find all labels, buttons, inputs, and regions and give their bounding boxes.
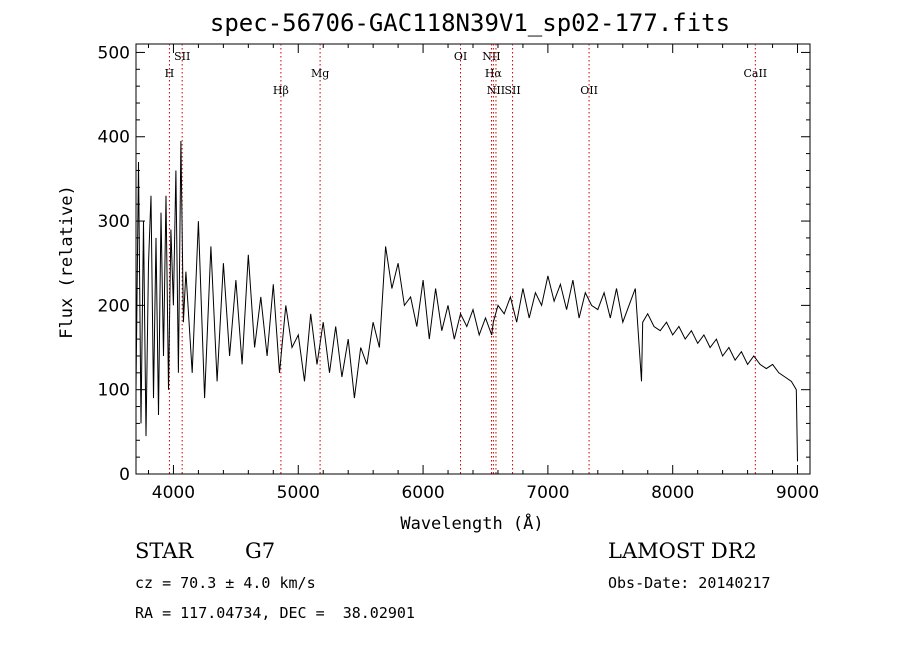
spectral-line-label: NII — [482, 50, 500, 63]
spectral-line-label: SII — [504, 84, 520, 97]
obs-date: Obs-Date: 20140217 — [608, 574, 771, 592]
spectral-line-label: OII — [580, 84, 598, 97]
y-tick-label: 100 — [98, 381, 130, 401]
spectral-line-label: CaII — [743, 67, 767, 80]
spectrum-line — [135, 140, 798, 462]
spectral-line-label: SII — [174, 50, 190, 63]
survey-name: LAMOST DR2 — [608, 539, 757, 563]
spectral-line-label: Hβ — [273, 84, 289, 97]
x-tick-label: 4000 — [152, 483, 195, 503]
y-tick-label: 400 — [98, 128, 130, 148]
chart-title: spec-56706-GAC118N39V1_sp02-177.fits — [210, 9, 730, 37]
spectral-line-label: OI — [454, 50, 467, 63]
x-tick-label: 5000 — [277, 483, 320, 503]
spectral-line-label: Mg — [311, 67, 329, 80]
x-tick-label: 6000 — [401, 483, 444, 503]
spectral-line-label: NII — [487, 84, 505, 97]
y-tick-label: 300 — [98, 212, 130, 232]
object-class: STAR — [135, 539, 194, 563]
spectral-line-label: H — [165, 67, 175, 80]
y-axis-label: Flux (relative) — [57, 185, 77, 339]
x-tick-label: 7000 — [526, 483, 569, 503]
x-axis-label: Wavelength (Å) — [400, 512, 543, 534]
x-tick-label: 8000 — [651, 483, 694, 503]
coordinates: RA = 117.04734, DEC = 38.02901 — [135, 604, 415, 622]
redshift-text: cz = 70.3 ± 4.0 km/s — [135, 574, 316, 592]
y-tick-label: 500 — [98, 43, 130, 63]
object-subclass: G7 — [245, 539, 276, 563]
y-tick-label: 0 — [119, 465, 130, 485]
plot-frame — [135, 43, 811, 475]
spectral-line-label: Hα — [485, 67, 503, 80]
x-tick-label: 9000 — [776, 483, 819, 503]
spectrum-chart: spec-56706-GAC118N39V1_sp02-177.fits H SI… — [57, 9, 820, 534]
y-tick-label: 200 — [98, 296, 130, 316]
